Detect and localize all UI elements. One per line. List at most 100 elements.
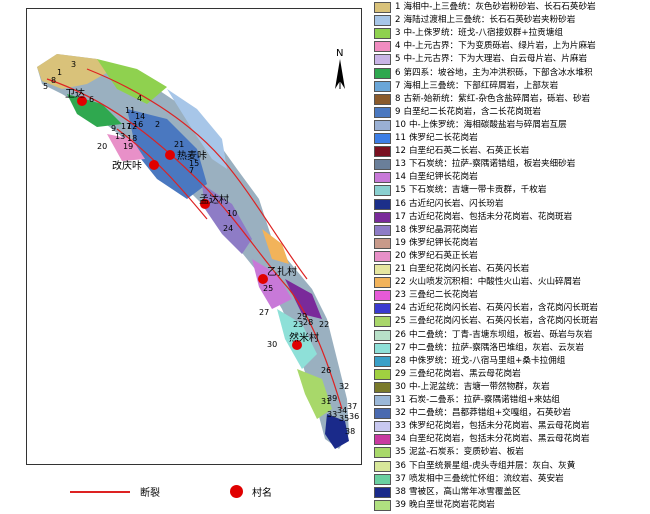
village-dot-ranmi	[292, 340, 302, 350]
unit-label: 19	[123, 142, 133, 151]
legend-number: 31	[395, 395, 406, 405]
legend-number: 8	[395, 93, 401, 104]
village-symbol-label: 村名	[252, 488, 272, 499]
legend-text: 中二叠统：昌都莽错组+交嘎组，石英砂岩	[408, 408, 571, 419]
legend-item: 8 古新-始新统：紫红-杂色含盐碎屑岩，砾岩、砂岩	[374, 93, 590, 106]
legend-item: 17 古近纪花岗岩、包括未分花岗岩、花岗斑岩	[374, 211, 572, 224]
unit-label: 39	[327, 394, 337, 403]
legend-number: 11	[395, 133, 406, 143]
legend-text: 中二叠统：拉萨-察隅洛巴堆组，灰岩、云灰岩	[408, 342, 584, 353]
legend-item: 2 海陆过渡相上三叠统：长石石英砂岩夹粉砂岩	[374, 14, 575, 27]
legend-item: 32 中二叠统：昌都莽错组+交嘎组，石英砂岩	[374, 407, 571, 420]
legend-swatch	[374, 106, 391, 118]
legend-number: 15	[395, 185, 406, 196]
legend-item: 27 中二叠统：拉萨-察隅洛巴堆组，灰岩、云灰岩	[374, 342, 584, 355]
fault-line-1	[46, 78, 343, 410]
legend-item: 4 中-上元古界：下为变质砾岩、绿片岩，上为片麻岩	[374, 40, 596, 53]
legend-swatch	[374, 67, 391, 79]
legend-number: 13	[395, 159, 406, 170]
legend-swatch	[374, 368, 391, 380]
legend-swatch	[374, 28, 391, 40]
legend-item: 25 三叠纪花岗闪长岩、石英闪长岩，含花岗闪长斑岩	[374, 315, 598, 328]
legend-text: 古新-始新统：紫红-杂色含盐碎屑岩，砾岩、砂岩	[403, 93, 591, 104]
legend-number: 9	[395, 106, 401, 117]
legend-swatch	[374, 277, 391, 289]
village-label-ranmi: 然米村	[289, 331, 319, 344]
unit-label: 18	[127, 134, 137, 143]
unit-area-yellow-nw	[37, 54, 117, 89]
legend-number: 2	[395, 15, 401, 26]
legend-number: 26	[395, 329, 406, 340]
legend-item: 39 晚白垩世花岗岩花岗岩	[374, 499, 495, 512]
unit-label: 3	[71, 60, 76, 69]
legend-swatch	[374, 381, 391, 393]
unit-label: 8	[51, 76, 56, 85]
legend-item: 18 侏罗纪晶洞花岗岩	[374, 224, 478, 237]
legend-text: 第四系：坡谷地，主为冲洪积砾，下部含冰水堆积	[403, 67, 593, 78]
unit-label: 2	[155, 120, 160, 129]
unit-label: 31	[321, 397, 331, 406]
legend-item: 14 白垩纪钾长花岗岩	[374, 171, 478, 184]
legend-swatch	[374, 119, 391, 131]
legend-number: 18	[395, 224, 406, 235]
unit-label: 32	[339, 382, 349, 391]
legend-text: 泥盆-石炭系：变质砂岩、板岩	[408, 447, 524, 458]
legend-swatch	[374, 499, 391, 511]
unit-area-olive	[297, 369, 332, 419]
legend-number: 32	[395, 408, 406, 419]
unit-area-orange	[262, 229, 289, 264]
legend-swatch	[374, 408, 391, 420]
unit-label: 22	[319, 320, 329, 329]
legend-text: 中二叠统：丁青-吉塘东坝组，板岩、砾岩与灰岩	[408, 329, 593, 340]
legend-item: 26 中二叠统：丁青-吉塘东坝组，板岩、砾岩与灰岩	[374, 329, 593, 342]
unit-label: 25	[263, 284, 273, 293]
unit-label: 27	[259, 308, 269, 317]
legend-number: 21	[395, 264, 406, 274]
legend-item: 6 第四系：坡谷地，主为冲洪积砾，下部含冰水堆积	[374, 67, 593, 80]
village-label-remaika: 热麦咔	[177, 149, 207, 162]
geologic-units	[37, 54, 349, 449]
unit-label: 12	[127, 122, 137, 131]
legend-text: 海陆过渡相上三叠统：长石石英砂岩夹粉砂岩	[403, 15, 576, 26]
legend-swatch	[374, 185, 391, 197]
legend-swatch	[374, 15, 391, 27]
unit-label: 29	[297, 312, 307, 321]
fault-symbol-label: 断裂	[140, 488, 160, 499]
legend-swatch	[374, 290, 391, 302]
legend-number: 10	[395, 119, 406, 130]
legend-text: 侏罗纪石英正长岩	[408, 250, 478, 261]
legend-text: 下白垩统景星组-虎头寺组并层：灰白、灰黄	[408, 460, 576, 471]
legend-text: 下石炭统：吉塘一带卡贡群，千枚岩	[408, 185, 547, 196]
legend-swatch	[374, 172, 391, 184]
legend-swatch	[374, 395, 391, 406]
unit-label: 11	[125, 106, 135, 115]
village-markers	[77, 96, 302, 350]
legend-text: 侏罗纪钾长花岗岩	[408, 237, 478, 248]
unit-label: 36	[349, 412, 359, 421]
unit-area-violet-south	[285, 279, 322, 319]
legend-swatch	[374, 316, 391, 328]
legend-text: 白垩纪二长花岗岩，含二长花岗斑岩	[403, 106, 541, 117]
legend-item: 21 白垩纪花岗闪长岩、石英闪长岩	[374, 263, 529, 276]
legend-number: 19	[395, 237, 406, 248]
village-dot-yizha	[258, 274, 268, 284]
unit-label: 24	[223, 224, 233, 233]
unit-label: 5	[43, 82, 48, 91]
unit-label: 15	[189, 159, 199, 168]
fault-lines	[46, 68, 343, 410]
legend-number: 39	[395, 499, 406, 510]
legend-item: 31 石炭-二叠系：拉萨-察隅诺错组+来姑组	[374, 394, 560, 407]
unit-area-navy-snow	[325, 414, 349, 449]
legend-swatch	[374, 211, 391, 223]
legend-item: 10 中-上侏罗统：海相碳酸盐岩与碎屑岩互层	[374, 119, 567, 132]
symbol-legend: 断裂 村名	[60, 482, 360, 502]
legend-text: 中-上泥盆统：吉塘一带然物群，灰岩	[408, 381, 550, 392]
unit-label: 13	[115, 132, 125, 141]
legend-swatch	[374, 342, 391, 354]
legend-swatch	[374, 355, 391, 367]
legend-number: 6	[395, 67, 401, 78]
unit-area-teal	[277, 309, 317, 369]
unit-label: 17	[121, 122, 131, 131]
unit-label: 26	[321, 366, 331, 375]
legend-text: 三叠纪花岗闪长岩、石英闪长岩，含花岗闪长斑岩	[408, 316, 599, 327]
